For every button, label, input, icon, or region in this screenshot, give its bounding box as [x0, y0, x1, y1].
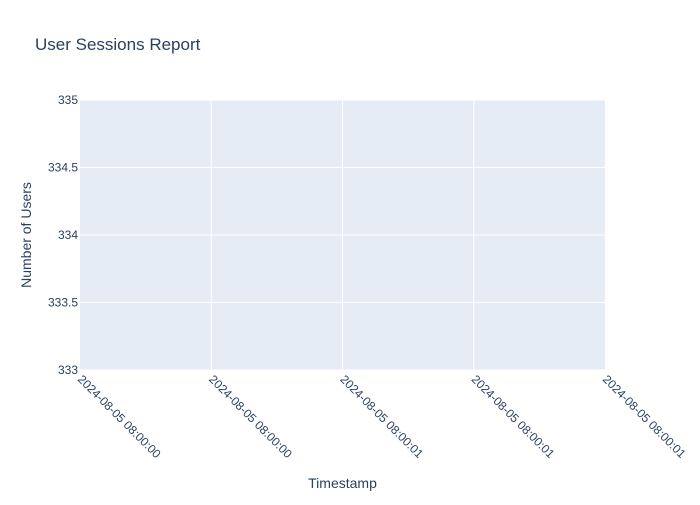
y-tick-labels: 333 333.5 334 334.5 335	[48, 93, 78, 377]
y-tick-label: 335	[58, 93, 78, 107]
y-tick-label: 334.5	[48, 161, 78, 175]
x-axis-title: Timestamp	[308, 475, 377, 491]
y-axis-title: Number of Users	[18, 182, 34, 288]
y-tick-label: 334	[58, 228, 78, 242]
chart-title: User Sessions Report	[35, 35, 201, 54]
y-tick-label: 333	[58, 363, 78, 377]
grid-lines	[80, 99, 605, 371]
y-tick-label: 333.5	[48, 296, 78, 310]
